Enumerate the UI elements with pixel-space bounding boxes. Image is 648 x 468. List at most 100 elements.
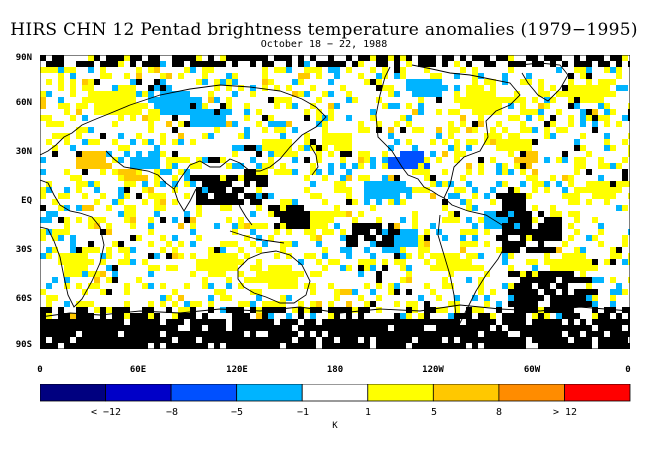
anomaly-cell [370, 265, 376, 271]
missing-data-cell [262, 343, 268, 349]
anomaly-cell [238, 175, 244, 181]
anomaly-cell [118, 103, 124, 109]
anomaly-cell [142, 115, 148, 121]
anomaly-cell [370, 67, 376, 73]
missing-data-cell [364, 55, 370, 61]
anomaly-cell [226, 265, 232, 271]
anomaly-cell [460, 103, 466, 109]
anomaly-cell [454, 97, 460, 103]
anomaly-cell [304, 145, 310, 151]
anomaly-cell [580, 271, 586, 277]
missing-data-cell [580, 277, 586, 283]
missing-data-cell [514, 241, 520, 247]
anomaly-cell [208, 253, 214, 259]
anomaly-cell [184, 301, 190, 307]
missing-data-cell [172, 55, 178, 61]
anomaly-cell [406, 61, 412, 67]
anomaly-cell [484, 301, 490, 307]
lat-label-60n: 60N [15, 98, 32, 108]
anomaly-cell [436, 91, 442, 97]
missing-data-cell [550, 217, 556, 223]
anomaly-cell [124, 55, 130, 61]
missing-data-cell [142, 343, 148, 349]
anomaly-cell [232, 241, 238, 247]
missing-data-cell [250, 169, 256, 175]
anomaly-cell [544, 187, 550, 193]
anomaly-cell [112, 103, 118, 109]
missing-data-cell [40, 55, 46, 61]
anomaly-cell [340, 145, 346, 151]
anomaly-cell [448, 271, 454, 277]
missing-data-cell [562, 85, 568, 91]
anomaly-cell [262, 73, 268, 79]
anomaly-cell [478, 307, 484, 313]
missing-data-cell [550, 289, 556, 295]
anomaly-cell [406, 229, 412, 235]
missing-data-cell [508, 301, 514, 307]
anomaly-cell [154, 157, 160, 163]
missing-data-cell [466, 337, 472, 343]
anomaly-cell [346, 211, 352, 217]
anomaly-cell [40, 157, 46, 163]
anomaly-cell [574, 259, 580, 265]
anomaly-cell [118, 157, 124, 163]
missing-data-cell [58, 307, 64, 313]
missing-data-cell [64, 337, 70, 343]
missing-data-cell [148, 61, 154, 67]
missing-data-cell [424, 313, 430, 319]
missing-data-cell [250, 193, 256, 199]
missing-data-cell [298, 223, 304, 229]
missing-data-cell [286, 343, 292, 349]
missing-data-cell [622, 343, 628, 349]
anomaly-cell [76, 253, 82, 259]
anomaly-cell [556, 247, 562, 253]
anomaly-cell [136, 163, 142, 169]
missing-data-cell [280, 325, 286, 331]
anomaly-cell [388, 145, 394, 151]
anomaly-cell [400, 229, 406, 235]
anomaly-cell [142, 163, 148, 169]
anomaly-cell [544, 157, 550, 163]
missing-data-cell [40, 325, 46, 331]
colorbar-swatch [301, 384, 369, 402]
anomaly-cell [562, 187, 568, 193]
missing-data-cell [556, 331, 562, 337]
anomaly-cell [412, 85, 418, 91]
anomaly-cell [484, 103, 490, 109]
missing-data-cell [610, 325, 616, 331]
missing-data-cell [490, 61, 496, 67]
anomaly-cell [268, 145, 274, 151]
missing-data-cell [436, 343, 442, 349]
anomaly-cell [394, 199, 400, 205]
missing-data-cell [364, 319, 370, 325]
anomaly-cell [442, 259, 448, 265]
anomaly-cell [526, 175, 532, 181]
missing-data-cell [502, 241, 508, 247]
missing-data-cell [418, 55, 424, 61]
missing-data-cell [538, 319, 544, 325]
anomaly-cell [268, 271, 274, 277]
missing-data-cell [550, 247, 556, 253]
anomaly-cell [232, 79, 238, 85]
anomaly-cell [316, 271, 322, 277]
missing-data-cell [610, 55, 616, 61]
anomaly-cell [58, 205, 64, 211]
anomaly-cell [370, 259, 376, 265]
anomaly-cell [436, 133, 442, 139]
anomaly-cell [82, 253, 88, 259]
missing-data-cell [346, 331, 352, 337]
missing-data-cell [166, 325, 172, 331]
missing-data-cell [502, 319, 508, 325]
anomaly-cell [322, 91, 328, 97]
anomaly-cell [274, 151, 280, 157]
anomaly-cell [226, 163, 232, 169]
missing-data-cell [622, 307, 628, 313]
anomaly-cell [310, 211, 316, 217]
anomaly-cell [160, 301, 166, 307]
missing-data-cell [538, 247, 544, 253]
anomaly-cell [484, 139, 490, 145]
anomaly-cell [148, 157, 154, 163]
missing-data-cell [502, 337, 508, 343]
missing-data-cell [532, 301, 538, 307]
missing-data-cell [490, 319, 496, 325]
